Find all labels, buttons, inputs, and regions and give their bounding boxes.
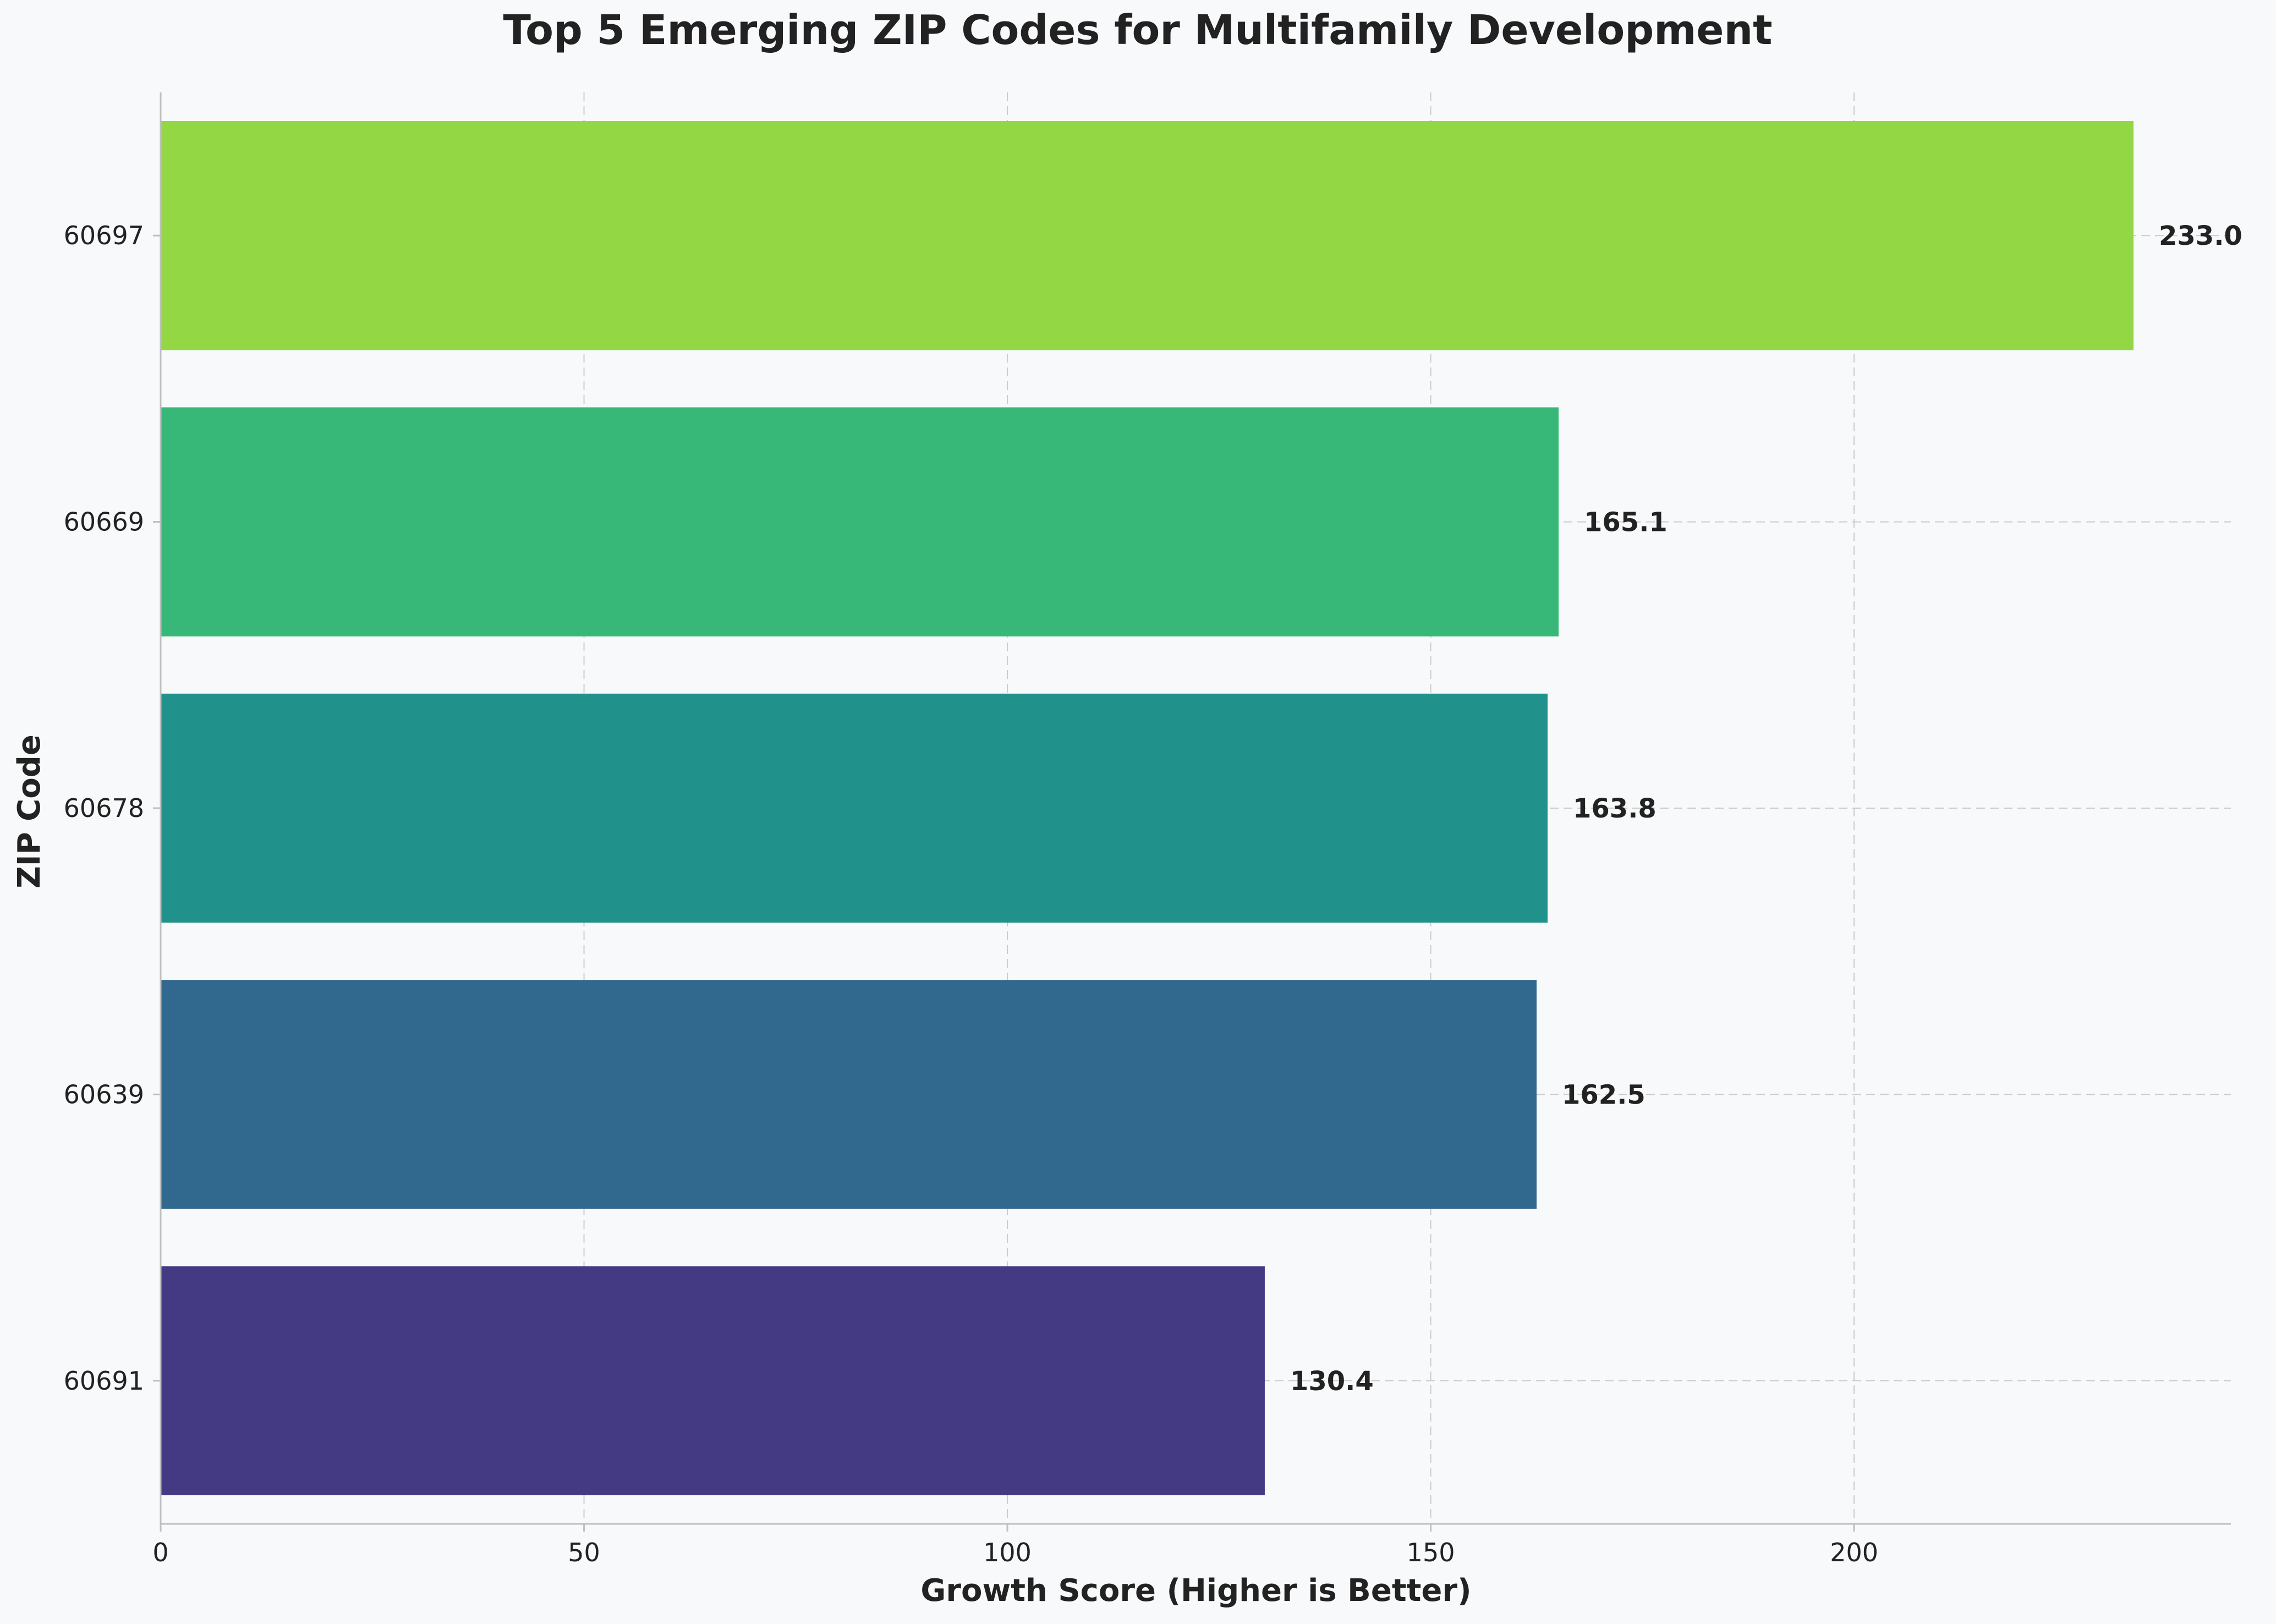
chart-title: Top 5 Emerging ZIP Codes for Multifamily… <box>503 7 1772 54</box>
bars-layer <box>161 121 2134 1495</box>
y-tick-label: 60669 <box>64 507 144 537</box>
bar-60678 <box>161 693 1548 923</box>
bar-60697 <box>161 121 2134 350</box>
value-label-60691: 130.4 <box>1290 1366 1374 1397</box>
ticks-layer: 60697 60669 60678 60639 60691 0 50 100 150 200 <box>64 221 1878 1567</box>
y-tick-label: 60697 <box>64 221 144 250</box>
x-tick-label: 100 <box>983 1538 1032 1567</box>
x-axis-title: Growth Score (Higher is Better) <box>920 1573 1471 1609</box>
y-axis-title: ZIP Code <box>12 734 47 888</box>
bar-60669 <box>161 407 1559 637</box>
x-tick-label: 150 <box>1407 1538 1455 1567</box>
labels-layer: 233.0 165.1 163.8 162.5 130.4 <box>1290 221 2242 1397</box>
value-label-60678: 163.8 <box>1573 793 1657 824</box>
value-label-60697: 233.0 <box>2159 221 2242 251</box>
value-label-60669: 165.1 <box>1584 507 1668 538</box>
value-label-60639: 162.5 <box>1562 1079 1646 1110</box>
bar-60639 <box>161 980 1537 1209</box>
x-tick-label: 0 <box>152 1538 168 1567</box>
bar-60691 <box>161 1266 1265 1495</box>
x-tick-label: 200 <box>1830 1538 1878 1567</box>
x-tick-label: 50 <box>568 1538 600 1567</box>
y-tick-label: 60691 <box>64 1366 144 1396</box>
y-tick-label: 60639 <box>64 1079 144 1109</box>
y-tick-label: 60678 <box>64 793 144 823</box>
